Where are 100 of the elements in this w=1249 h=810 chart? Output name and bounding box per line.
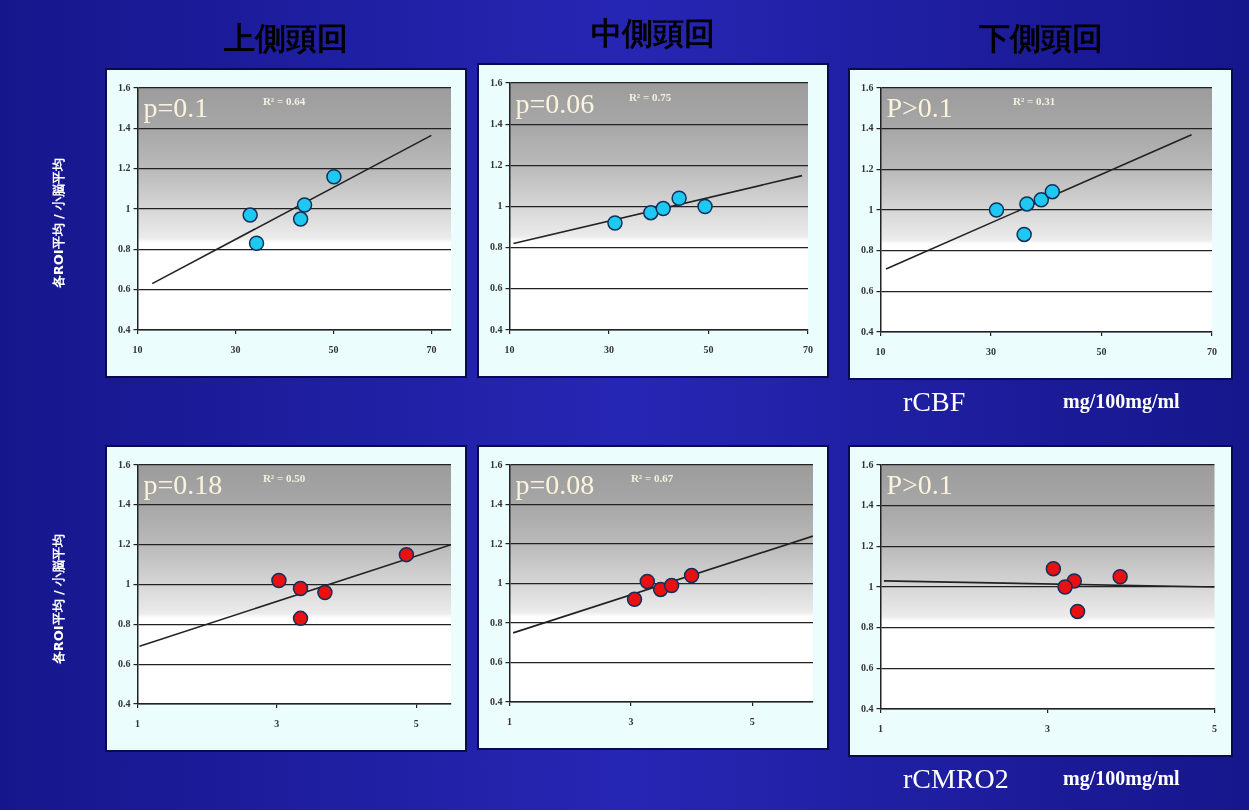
x-tick-label: 10 <box>875 345 886 357</box>
y-tick-label: 0.8 <box>861 621 874 633</box>
y-tick-label: 1.2 <box>490 537 503 549</box>
y-tick-label: 0.4 <box>490 695 503 707</box>
x-tick-label: 50 <box>703 343 714 355</box>
y-tick-label: 1.6 <box>861 81 874 93</box>
x-axis-title: rCBF <box>903 386 966 418</box>
x-tick-label: 1 <box>507 715 512 727</box>
y-tick-label: 0.6 <box>118 657 131 669</box>
point <box>607 215 623 231</box>
annotation: R² = 0.31 <box>1013 95 1056 108</box>
x-tick-label: 30 <box>986 345 996 357</box>
text: mg/100mg/ml <box>1063 390 1180 413</box>
annotation: P>0.1 <box>886 469 953 501</box>
point <box>242 207 258 223</box>
x-tick-label: 50 <box>328 343 339 355</box>
x-tick-label: 5 <box>413 717 419 729</box>
x-tick-label: 70 <box>1207 345 1217 357</box>
annotation: R² = 0.64 <box>262 95 306 108</box>
y-tick-label: 0.8 <box>861 244 874 256</box>
y-tick-label: 0.4 <box>118 697 131 709</box>
x-axis-title: rCMRO2 <box>903 763 1009 795</box>
y-tick-label: 1.4 <box>490 498 503 510</box>
point <box>643 204 659 221</box>
y-tick-label: 0.4 <box>861 702 874 714</box>
y-tick-label: 0.4 <box>118 323 131 335</box>
y-tick-label: 0.8 <box>118 617 131 629</box>
point <box>296 197 313 213</box>
point <box>1033 192 1050 208</box>
y-tick-label: 1 <box>868 203 874 215</box>
point <box>1069 603 1086 620</box>
point <box>671 190 687 207</box>
point <box>988 202 1005 218</box>
y-tick-label: 1 <box>497 577 503 589</box>
y-axis-title: 各ROI平均 / 小脳平均 <box>50 533 67 664</box>
x-tick-label: 30 <box>230 343 241 355</box>
x-tick-label: 30 <box>604 343 614 355</box>
annotation: R² = 0.50 <box>262 472 306 485</box>
point <box>1045 560 1062 577</box>
point <box>292 610 309 627</box>
point <box>271 572 287 589</box>
x-tick-label: 3 <box>1045 722 1050 734</box>
text: mg/100mg/ml <box>1063 767 1180 790</box>
point <box>292 580 309 597</box>
point <box>398 546 415 563</box>
y-tick-label: 1.6 <box>118 81 131 93</box>
y-tick-label: 1.2 <box>118 162 131 174</box>
point <box>697 198 713 215</box>
x-tick-label: 70 <box>803 343 813 355</box>
y-tick-label: 1.2 <box>861 162 874 174</box>
y-tick-label: 0.6 <box>861 284 874 296</box>
y-tick-label: 1.6 <box>490 458 503 470</box>
y-tick-label: 1 <box>497 200 503 212</box>
x-tick-label: 10 <box>132 343 143 355</box>
y-tick-label: 1.2 <box>861 539 874 551</box>
y-tick-label: 1.6 <box>861 458 874 470</box>
y-tick-label: 1 <box>125 202 131 214</box>
point <box>655 200 671 217</box>
y-tick-label: 1.4 <box>118 121 131 133</box>
chart-title: 上側頭回 <box>223 19 349 58</box>
annotation: R² = 0.75 <box>628 90 672 103</box>
y-tick-label: 1.6 <box>118 458 131 470</box>
y-tick-label: 1.6 <box>490 76 503 88</box>
annotation: p=0.1 <box>143 92 209 124</box>
y-tick-label: 0.6 <box>118 283 131 295</box>
y-tick-label: 0.6 <box>490 282 503 294</box>
x-tick-label: 5 <box>749 715 755 727</box>
x-tick-label: 70 <box>426 343 437 355</box>
x-tick-label: 3 <box>274 717 280 729</box>
x-tick-label: 5 <box>1212 722 1217 734</box>
x-tick-label: 3 <box>628 715 634 727</box>
point <box>1016 226 1032 243</box>
annotation: p=0.08 <box>515 468 595 500</box>
point <box>1112 569 1128 585</box>
chart-title: 中側頭回 <box>590 14 716 53</box>
y-tick-label: 1.4 <box>861 122 874 134</box>
y-tick-label: 0.8 <box>490 616 503 628</box>
y-tick-label: 1.2 <box>118 538 131 550</box>
y-tick-label: 1.4 <box>118 498 131 510</box>
point <box>626 591 643 608</box>
point <box>1019 196 1035 212</box>
x-tick-label: 10 <box>504 343 515 355</box>
y-tick-label: 1.4 <box>490 117 503 129</box>
point <box>292 211 309 227</box>
y-tick-label: 1 <box>125 578 131 590</box>
annotation: p=0.18 <box>143 468 223 500</box>
point <box>639 573 656 590</box>
point <box>1044 183 1061 200</box>
annotation: R² = 0.67 <box>630 472 674 485</box>
y-tick-label: 0.6 <box>861 661 874 673</box>
y-tick-label: 0.4 <box>861 325 874 337</box>
y-tick-label: 1.2 <box>490 158 503 170</box>
point <box>248 235 265 252</box>
chart-title: 下側頭回 <box>977 19 1104 58</box>
point <box>326 168 342 185</box>
annotation: P>0.1 <box>886 92 953 124</box>
y-tick-label: 0.6 <box>490 656 503 668</box>
y-tick-label: 1 <box>868 580 874 592</box>
x-tick-label: 1 <box>135 717 140 729</box>
y-tick-label: 0.4 <box>490 323 503 335</box>
